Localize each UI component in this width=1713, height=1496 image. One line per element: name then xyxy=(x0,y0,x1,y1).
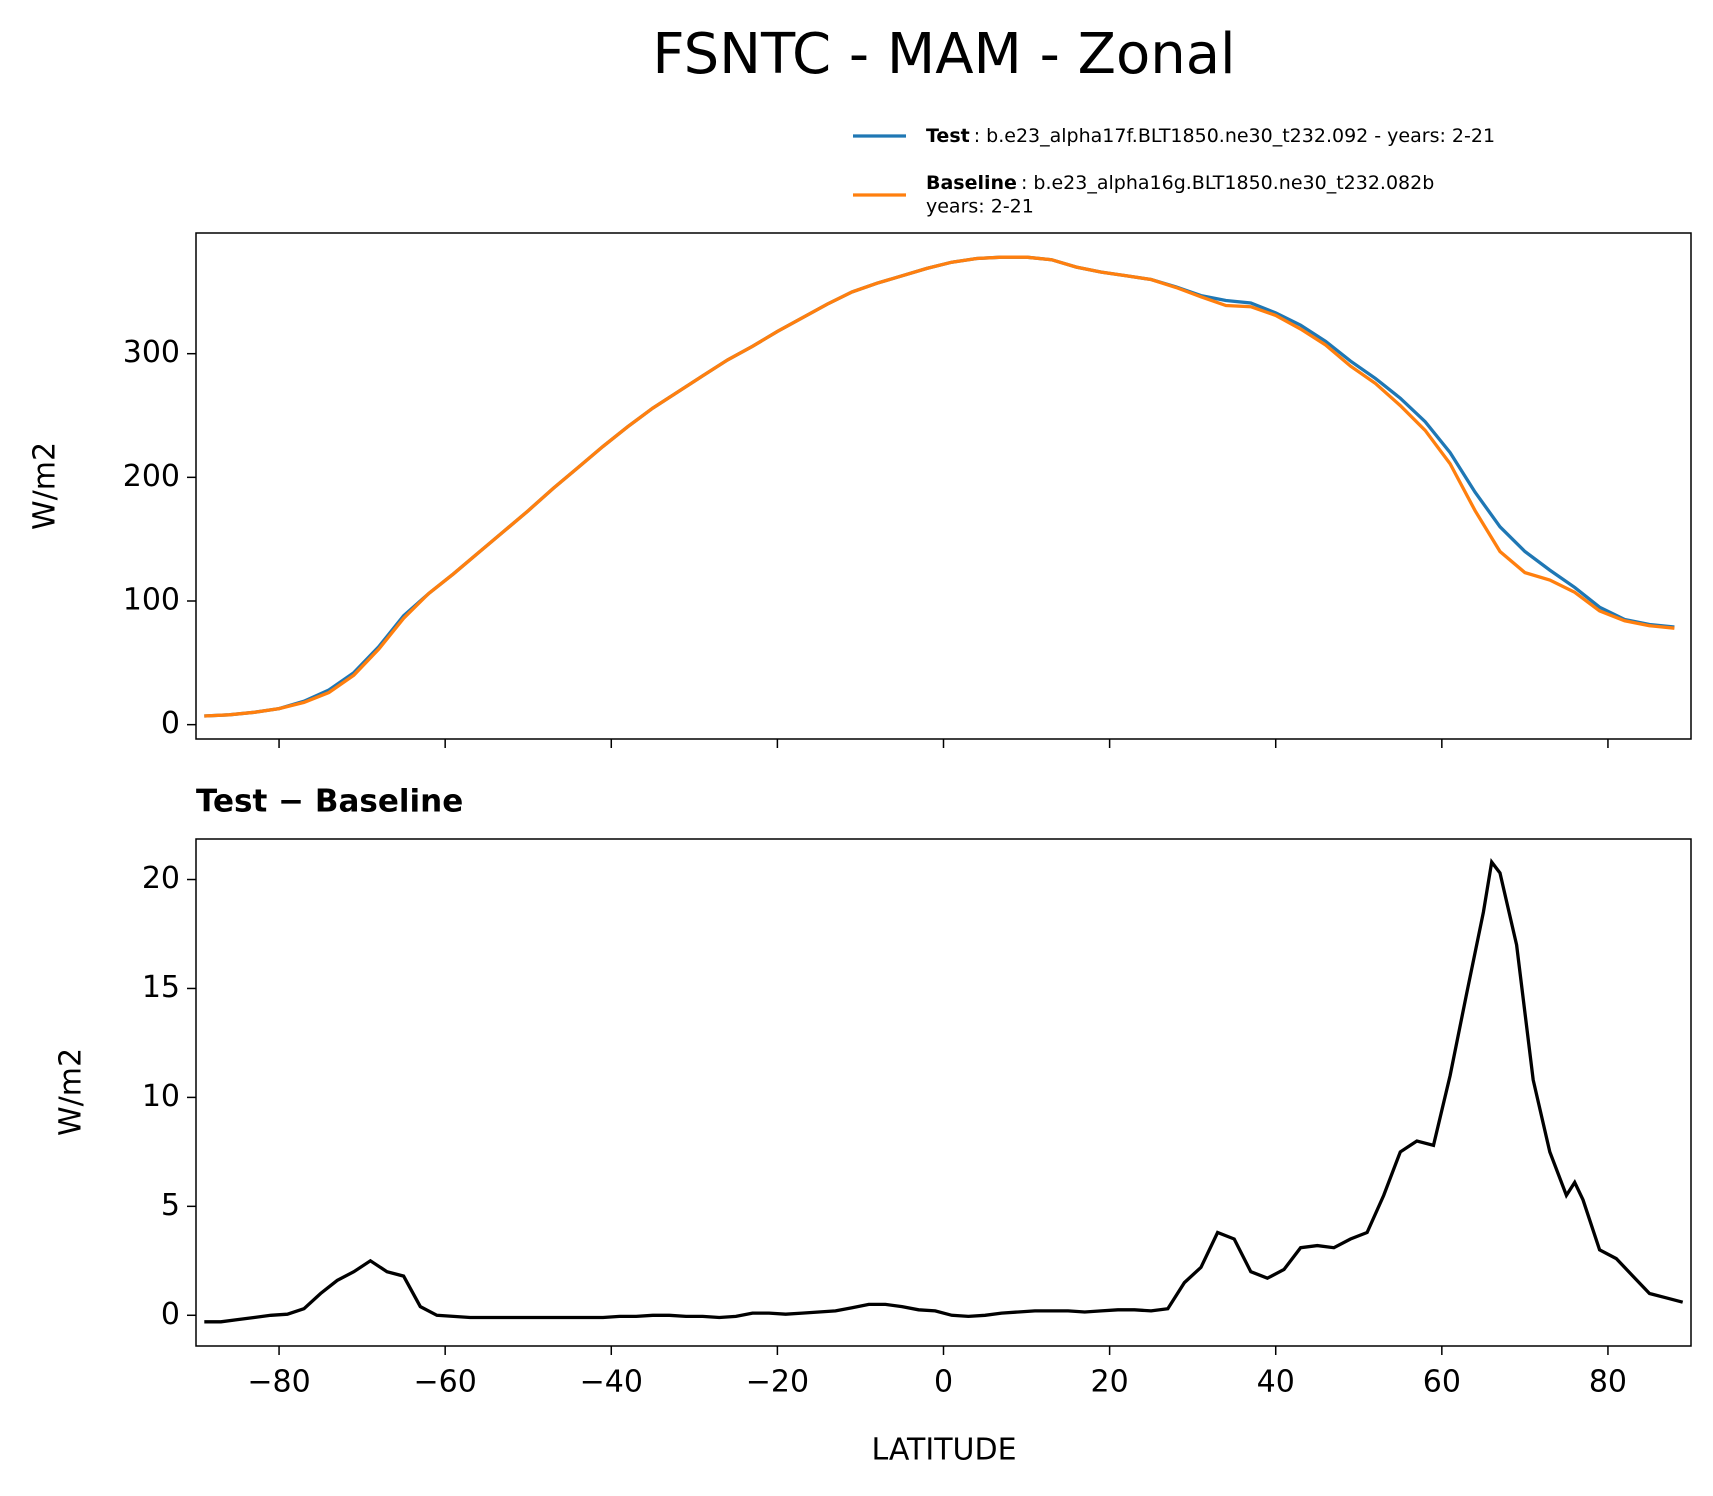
plot-area xyxy=(204,858,1684,1324)
legend-name: Baseline xyxy=(926,172,1017,194)
legend-description: : b.e23_alpha17f.BLT1850.ne30_t232.092 -… xyxy=(974,125,1495,147)
y-axis-label: W/m2 xyxy=(54,1048,89,1136)
x-tick-label: −20 xyxy=(746,1365,809,1400)
legend-label: Test: b.e23_alpha17f.BLT1850.ne30_t232.0… xyxy=(926,125,1495,147)
plot-area xyxy=(204,255,1675,718)
data-line xyxy=(204,255,1675,718)
y-tick-label: 100 xyxy=(123,583,180,618)
y-axis-label: W/m2 xyxy=(28,442,63,530)
y-tick-label: 20 xyxy=(142,861,180,896)
y-tick-label: 15 xyxy=(142,970,180,1005)
legend-name: Test xyxy=(926,125,970,147)
x-tick-label: 60 xyxy=(1423,1365,1461,1400)
data-line xyxy=(204,255,1675,718)
x-tick-label: 20 xyxy=(1091,1365,1129,1400)
axes-frame xyxy=(195,232,1692,740)
y-tick-label: 300 xyxy=(123,335,180,370)
x-tick-label: −80 xyxy=(247,1365,310,1400)
data-line xyxy=(204,858,1684,1324)
y-tick-label: 5 xyxy=(161,1188,180,1223)
x-axis-label: LATITUDE xyxy=(871,1433,1016,1468)
y-tick-label: 0 xyxy=(161,1297,180,1332)
legend-label: Baseline: b.e23_alpha16g.BLT1850.ne30_t2… xyxy=(926,172,1434,194)
axes-frame xyxy=(195,838,1692,1347)
legend-description: : b.e23_alpha16g.BLT1850.ne30_t232.082b xyxy=(1021,172,1434,194)
legend-description: years: 2-21 xyxy=(926,196,1034,218)
x-tick-label: 0 xyxy=(934,1365,953,1400)
y-tick-label: 10 xyxy=(142,1079,180,1114)
y-tick-label: 200 xyxy=(123,459,180,494)
chart-title: FSNTC - MAM - Zonal xyxy=(652,22,1235,87)
y-tick-label: 0 xyxy=(161,706,180,741)
x-tick-label: −40 xyxy=(580,1365,643,1400)
subplot-title: Test − Baseline xyxy=(196,784,463,820)
x-tick-label: 80 xyxy=(1589,1365,1627,1400)
x-tick-label: 40 xyxy=(1257,1365,1295,1400)
x-tick-label: −60 xyxy=(414,1365,477,1400)
